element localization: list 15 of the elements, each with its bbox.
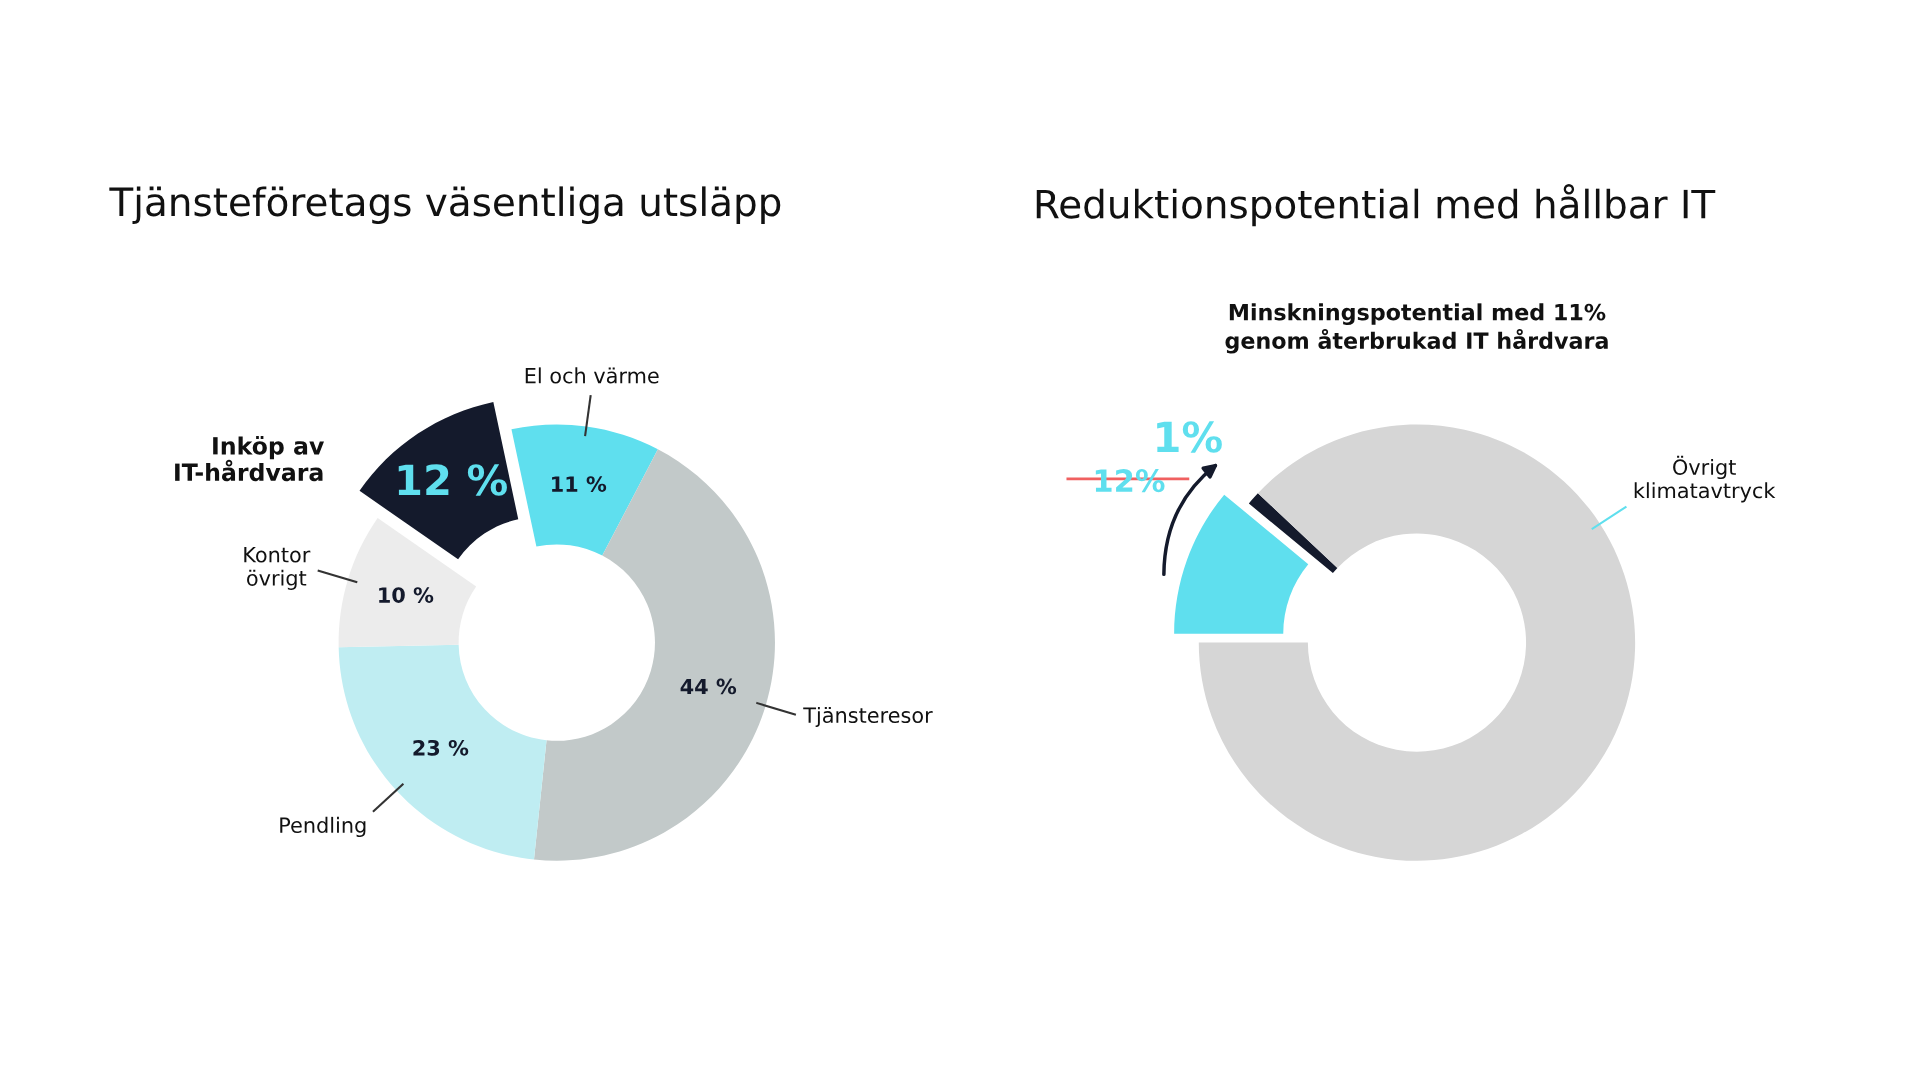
chart-title: Tjänsteföretags väsentliga utsläpp bbox=[109, 186, 781, 225]
data-label: 44 % bbox=[680, 678, 737, 695]
data-label: 23 % bbox=[413, 739, 469, 756]
chart-title: Reduktionspotential med hållbar IT bbox=[1036, 184, 1716, 227]
data-label: 10 % bbox=[379, 587, 434, 603]
slice-label: Tjänsteresor bbox=[803, 706, 933, 728]
data-label: 12 % bbox=[398, 464, 507, 496]
data-label: 1% bbox=[1157, 421, 1222, 453]
slice-label: El och värme bbox=[525, 367, 659, 384]
slice-label: Inköp av IT-hårdvara bbox=[175, 436, 324, 482]
data-label: 11 % bbox=[552, 476, 607, 492]
slice-label: Kontor övrigt bbox=[244, 547, 311, 590]
chart-subtitle: Minskningspotential med 11% genom återbrukad IT hårdvara bbox=[1225, 303, 1608, 354]
slice-label: Övrigt klimatavtryck bbox=[1634, 455, 1776, 503]
slice-label: Pendling bbox=[280, 816, 366, 838]
